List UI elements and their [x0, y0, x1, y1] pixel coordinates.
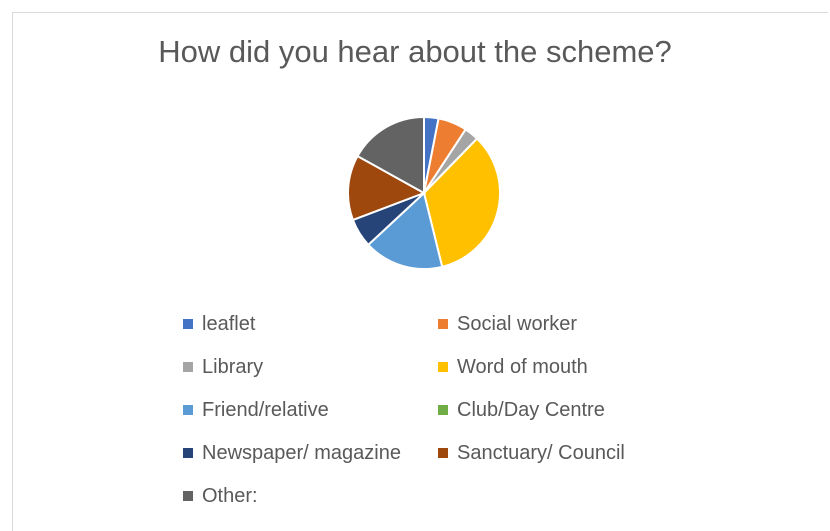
legend-item: Other:	[183, 482, 258, 510]
legend-item: Club/Day Centre	[438, 396, 605, 424]
legend-item: Social worker	[438, 310, 577, 338]
legend-item: leaflet	[183, 310, 255, 338]
legend-item: Sanctuary/ Council	[438, 439, 625, 467]
legend-item: Friend/relative	[183, 396, 329, 424]
legend-label: leaflet	[202, 312, 256, 335]
pie-slice-other	[356, 115, 425, 195]
legend-swatch	[438, 362, 448, 372]
legend-label: Newspaper/ magazine	[202, 441, 401, 464]
chart-area	[12, 12, 828, 531]
pie-slice-word-of-mouth	[422, 137, 501, 269]
legend-label: Sanctuary/ Council	[457, 441, 625, 464]
legend-label: Other:	[202, 484, 258, 507]
legend-item: Library	[183, 353, 263, 381]
legend-label: Word of mouth	[457, 355, 588, 378]
legend-swatch	[183, 448, 193, 458]
legend-swatch	[438, 448, 448, 458]
legend-swatch	[183, 491, 193, 501]
chart-title: How did you hear about the scheme?	[158, 34, 672, 69]
legend-swatch	[183, 405, 193, 415]
pie-slice-friend-relative	[366, 191, 444, 270]
legend-swatch	[183, 362, 193, 372]
legend-item: Word of mouth	[438, 353, 588, 381]
pie-slice-sanctuary-council	[347, 154, 427, 222]
legend-label: Library	[202, 355, 264, 378]
legend-label: Club/Day Centre	[457, 398, 605, 421]
legend-item: Newspaper/ magazine	[183, 439, 401, 467]
legend-label: Social worker	[457, 312, 578, 335]
legend-swatch	[183, 319, 193, 329]
legend-swatch	[438, 405, 448, 415]
legend-label: Friend/relative	[202, 398, 329, 421]
legend-swatch	[438, 319, 448, 329]
